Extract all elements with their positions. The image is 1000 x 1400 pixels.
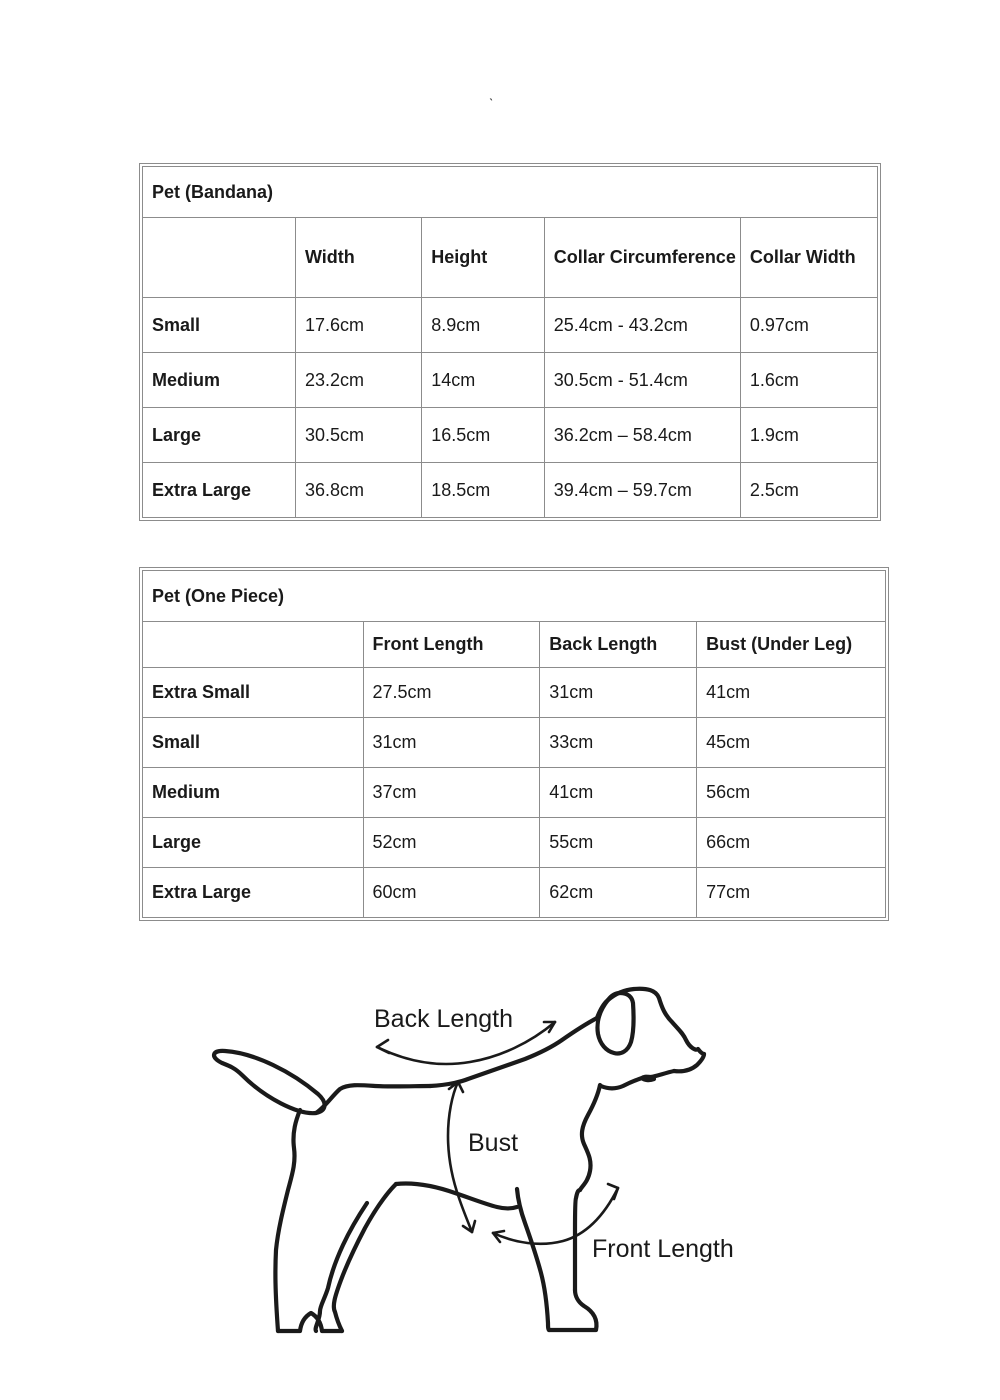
svg-text:Back Length: Back Length [374,1005,513,1033]
svg-text:Bust: Bust [468,1129,518,1157]
svg-text:Front Length: Front Length [592,1235,734,1263]
